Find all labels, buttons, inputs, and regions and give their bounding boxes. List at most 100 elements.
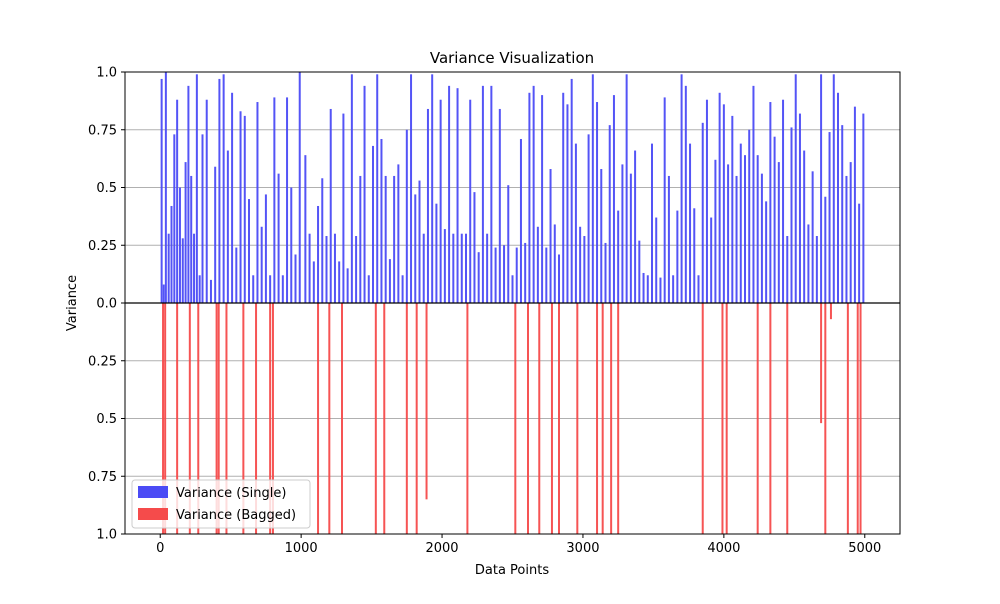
y-tick-label-0: 1.0	[96, 66, 117, 81]
bar-bagged-15	[374, 303, 377, 534]
bar-bagged-5	[215, 303, 218, 534]
bar-bagged-27	[596, 303, 599, 534]
bar-single-76	[460, 233, 463, 303]
bar-single-108	[596, 102, 599, 303]
bar-single-156	[798, 113, 801, 303]
bar-single-59	[388, 259, 391, 303]
bar-bagged-34	[756, 303, 759, 534]
bar-single-164	[832, 74, 835, 303]
bar-bagged-12	[317, 303, 320, 534]
bar-single-5	[173, 134, 176, 303]
bar-single-136	[714, 159, 717, 303]
bar-single-60	[393, 175, 396, 303]
bar-single-79	[473, 192, 476, 303]
bar-single-57	[380, 138, 383, 303]
bar-single-171	[862, 113, 865, 303]
y-tick-label-4: 0.0	[96, 297, 117, 312]
y-tick-label-5: 0.25	[88, 354, 117, 369]
bar-single-8	[181, 238, 184, 303]
bar-single-114	[621, 164, 624, 303]
bar-single-16	[205, 99, 208, 303]
bar-bagged-17	[405, 303, 408, 534]
bar-single-62	[401, 275, 404, 303]
bar-single-170	[858, 203, 861, 303]
bar-single-53	[363, 85, 366, 303]
bar-single-109	[600, 169, 603, 303]
bar-single-71	[439, 99, 442, 303]
bar-single-139	[727, 164, 730, 303]
bar-single-157	[803, 150, 806, 303]
bar-single-13	[195, 74, 198, 303]
bar-single-128	[680, 74, 683, 303]
bar-single-125	[667, 175, 670, 303]
bar-single-47	[338, 261, 341, 303]
legend-label-bagged: Variance (Bagged)	[176, 508, 296, 523]
bar-single-27	[252, 275, 255, 303]
bar-single-141	[735, 175, 738, 303]
bar-bagged-41	[856, 303, 859, 534]
bar-single-64	[410, 74, 413, 303]
bar-single-46	[333, 233, 336, 303]
bar-single-122	[655, 217, 658, 303]
bar-single-6	[176, 99, 179, 303]
bar-single-31	[269, 275, 272, 303]
bar-single-56	[376, 74, 379, 303]
bar-single-162	[824, 196, 827, 303]
bar-single-54	[367, 275, 370, 303]
bar-single-3	[167, 233, 170, 303]
bar-single-126	[672, 275, 675, 303]
bar-single-83	[490, 85, 493, 303]
bar-bagged-32	[721, 303, 724, 534]
bar-single-25	[243, 115, 246, 303]
bar-single-43	[321, 178, 324, 303]
bar-single-7	[178, 187, 181, 303]
bar-single-145	[752, 85, 755, 303]
bar-single-77	[465, 233, 467, 303]
bar-single-131	[693, 208, 696, 303]
bar-single-142	[739, 143, 742, 303]
x-tick-label-5: 5000	[848, 541, 881, 556]
bar-single-9	[184, 162, 187, 303]
bar-single-102	[570, 78, 573, 304]
bar-single-94	[536, 226, 539, 303]
bar-single-97	[549, 169, 552, 303]
bar-bagged-10	[269, 303, 272, 534]
bar-single-35	[286, 97, 289, 303]
bar-single-161	[820, 74, 823, 303]
bar-single-63	[405, 129, 408, 303]
bar-bagged-40	[846, 303, 849, 534]
bar-single-129	[684, 85, 687, 303]
legend-swatch-single	[138, 486, 168, 498]
bar-single-115	[625, 74, 628, 303]
legend-label-single: Variance (Single)	[176, 486, 286, 501]
bar-single-120	[646, 275, 649, 303]
bar-single-72	[443, 229, 446, 303]
bar-single-82	[486, 233, 489, 303]
bar-bagged-33	[725, 303, 728, 534]
bar-single-36	[290, 187, 293, 303]
bar-single-133	[701, 122, 704, 303]
bar-single-24	[239, 111, 242, 304]
bar-single-78	[469, 99, 472, 303]
bar-single-143	[744, 155, 746, 303]
bar-single-40	[308, 233, 311, 303]
bar-single-11	[190, 175, 193, 303]
bar-single-45	[329, 108, 332, 304]
bar-single-132	[697, 275, 700, 303]
bar-single-146	[756, 155, 759, 303]
bar-bagged-25	[558, 303, 560, 534]
y-tick-label-6: 0.5	[96, 412, 117, 427]
bar-single-4	[170, 205, 173, 303]
bar-bagged-35	[769, 303, 772, 534]
bar-single-95	[541, 95, 544, 303]
bar-single-42	[317, 205, 320, 303]
bar-single-116	[629, 173, 632, 303]
bar-single-112	[612, 95, 615, 303]
bar-single-117	[634, 150, 637, 303]
bar-bagged-28	[601, 303, 604, 534]
bar-bagged-18	[415, 303, 418, 534]
bar-single-48	[342, 113, 345, 303]
bar-bagged-39	[829, 303, 832, 320]
bar-single-34	[281, 275, 284, 303]
